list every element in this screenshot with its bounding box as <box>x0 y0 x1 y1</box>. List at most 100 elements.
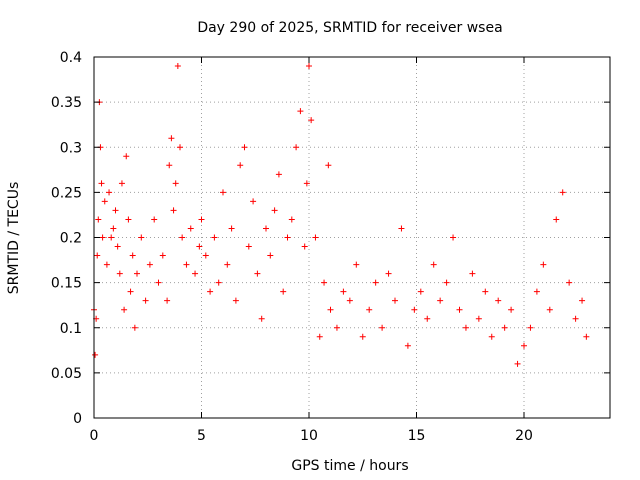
data-point <box>166 162 173 169</box>
data-point <box>372 279 379 286</box>
data-point <box>172 180 179 187</box>
data-point <box>121 306 128 313</box>
data-point <box>514 360 521 367</box>
data-point <box>271 207 278 214</box>
data-point <box>232 297 239 304</box>
data-point <box>95 216 102 223</box>
data-point <box>321 279 328 286</box>
points-layer <box>91 63 590 367</box>
y-tick-label: 0.15 <box>51 276 82 292</box>
data-point <box>101 198 108 205</box>
data-point <box>108 234 115 241</box>
data-point <box>151 216 158 223</box>
data-point <box>553 216 560 223</box>
data-point <box>392 297 398 304</box>
data-point <box>228 225 235 232</box>
data-point <box>258 315 265 322</box>
data-point <box>187 225 194 232</box>
data-point <box>559 189 566 196</box>
data-point <box>118 180 125 187</box>
data-point <box>325 162 332 169</box>
data-point <box>398 225 405 232</box>
data-point <box>359 333 366 340</box>
data-point <box>333 324 340 331</box>
data-point <box>170 207 177 214</box>
data-point <box>475 315 482 322</box>
data-point <box>462 324 469 331</box>
data-point <box>174 63 181 70</box>
x-tick-label: 0 <box>90 428 99 444</box>
data-point <box>572 315 579 322</box>
data-point <box>114 243 121 250</box>
data-point <box>183 261 190 268</box>
data-point <box>198 216 205 223</box>
data-point <box>288 216 295 223</box>
data-point <box>430 261 437 268</box>
data-point <box>92 351 99 358</box>
data-point <box>385 270 392 277</box>
data-point <box>437 297 444 304</box>
data-point <box>404 342 411 349</box>
y-axis-label: SRMTID / TECUs <box>6 182 22 295</box>
data-point <box>411 306 418 313</box>
y-tick-label: 0.25 <box>51 185 82 201</box>
data-point <box>192 270 199 277</box>
data-point <box>443 279 450 286</box>
data-point <box>215 279 222 286</box>
data-point <box>263 225 269 232</box>
data-point <box>112 207 119 214</box>
data-point <box>254 270 261 277</box>
data-point <box>456 306 463 313</box>
data-point <box>267 252 274 259</box>
data-point <box>159 252 166 259</box>
data-point <box>488 333 495 340</box>
data-point <box>327 306 334 313</box>
x-tick-label: 5 <box>197 428 206 444</box>
data-point <box>340 288 347 295</box>
data-point <box>306 63 312 70</box>
grid-layer <box>94 56 610 418</box>
data-point <box>469 270 476 277</box>
data-point <box>138 234 145 241</box>
data-point <box>353 261 360 268</box>
data-point <box>116 270 123 277</box>
data-point <box>297 108 304 115</box>
y-tick-label: 0.4 <box>60 50 82 66</box>
data-point <box>275 171 282 178</box>
data-point <box>155 279 162 286</box>
ticks-layer: 0 5 10 15 20 0 0.05 0.1 0.15 0.2 0.25 0.3 0.35 0.4 <box>51 50 610 444</box>
data-point <box>241 144 248 151</box>
data-point <box>583 333 590 340</box>
data-point <box>103 261 110 268</box>
data-point <box>527 324 534 331</box>
x-tick-label: 10 <box>300 428 318 444</box>
x-tick-label: 20 <box>515 428 533 444</box>
data-point <box>237 162 244 169</box>
data-point <box>501 324 508 331</box>
data-point <box>301 243 308 250</box>
data-point <box>179 234 186 241</box>
data-point <box>546 306 553 313</box>
y-tick-label: 0.35 <box>51 95 82 111</box>
data-point <box>284 234 291 241</box>
data-point <box>450 234 457 241</box>
data-point <box>366 306 373 313</box>
y-tick-label: 0 <box>73 411 82 427</box>
data-point <box>196 243 203 250</box>
data-point <box>123 153 130 160</box>
plot-frame <box>93 56 611 419</box>
data-point <box>316 333 323 340</box>
x-tick-label: 15 <box>408 428 426 444</box>
data-point <box>579 297 586 304</box>
y-tick-label: 0.05 <box>51 366 82 382</box>
data-point <box>131 324 138 331</box>
data-point <box>99 234 106 241</box>
x-axis-label: GPS time / hours <box>291 458 408 474</box>
data-point <box>482 288 489 295</box>
data-point <box>127 288 134 295</box>
data-point <box>308 117 315 124</box>
data-point <box>106 189 113 196</box>
data-point <box>207 288 214 295</box>
data-point <box>125 216 132 223</box>
